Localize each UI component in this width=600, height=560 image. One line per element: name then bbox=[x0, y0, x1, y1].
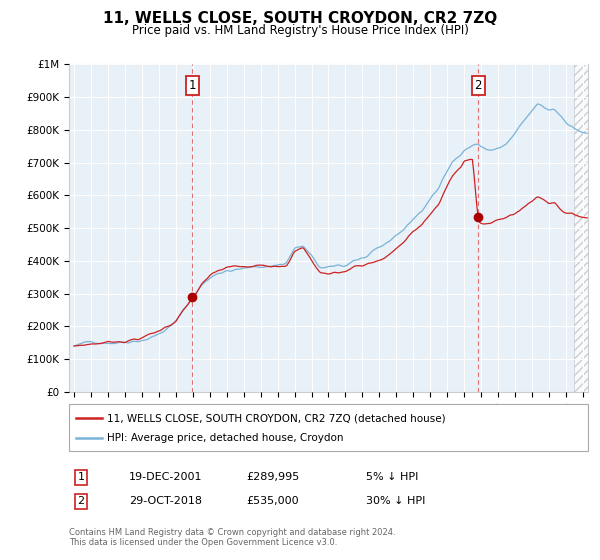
Bar bbox=[574, 64, 596, 392]
Text: 30% ↓ HPI: 30% ↓ HPI bbox=[366, 496, 425, 506]
Text: £535,000: £535,000 bbox=[246, 496, 299, 506]
Text: 5% ↓ HPI: 5% ↓ HPI bbox=[366, 472, 418, 482]
Text: 19-DEC-2001: 19-DEC-2001 bbox=[129, 472, 203, 482]
Text: 11, WELLS CLOSE, SOUTH CROYDON, CR2 7ZQ: 11, WELLS CLOSE, SOUTH CROYDON, CR2 7ZQ bbox=[103, 11, 497, 26]
Text: 11, WELLS CLOSE, SOUTH CROYDON, CR2 7ZQ (detached house): 11, WELLS CLOSE, SOUTH CROYDON, CR2 7ZQ … bbox=[107, 413, 445, 423]
Text: HPI: Average price, detached house, Croydon: HPI: Average price, detached house, Croy… bbox=[107, 433, 343, 443]
Text: 1: 1 bbox=[77, 472, 85, 482]
Text: 2: 2 bbox=[77, 496, 85, 506]
Text: £289,995: £289,995 bbox=[246, 472, 299, 482]
Text: 1: 1 bbox=[188, 79, 196, 92]
Text: Contains HM Land Registry data © Crown copyright and database right 2024.
This d: Contains HM Land Registry data © Crown c… bbox=[69, 528, 395, 547]
Text: 29-OCT-2018: 29-OCT-2018 bbox=[129, 496, 202, 506]
Text: Price paid vs. HM Land Registry's House Price Index (HPI): Price paid vs. HM Land Registry's House … bbox=[131, 24, 469, 36]
Text: 2: 2 bbox=[475, 79, 482, 92]
